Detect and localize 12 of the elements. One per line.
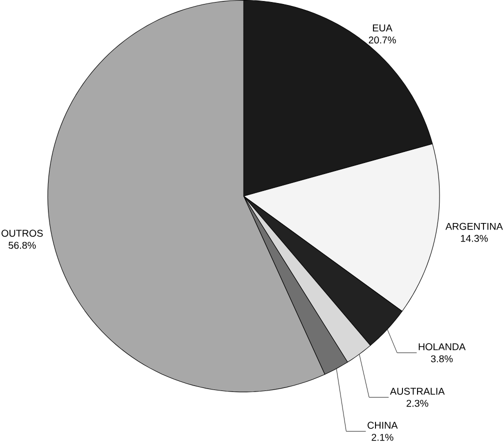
- data-label: 20.7%: [368, 36, 396, 44]
- data-label: 2.3%: [406, 400, 428, 407]
- slice-label: HOLANDA: [418, 343, 466, 350]
- data-label: 56.8%: [8, 242, 36, 249]
- slice-label: EUA: [372, 24, 392, 32]
- data-label: 14.3%: [460, 234, 488, 242]
- slice-label: OUTROS: [2, 230, 43, 237]
- slice-label: ARGENTINA: [445, 222, 503, 230]
- slice-label: AUSTRALIA: [390, 388, 445, 395]
- data-label: 3.8%: [430, 355, 453, 362]
- slice-label: CHINA: [368, 422, 398, 429]
- data-label: 2.1%: [372, 434, 394, 441]
